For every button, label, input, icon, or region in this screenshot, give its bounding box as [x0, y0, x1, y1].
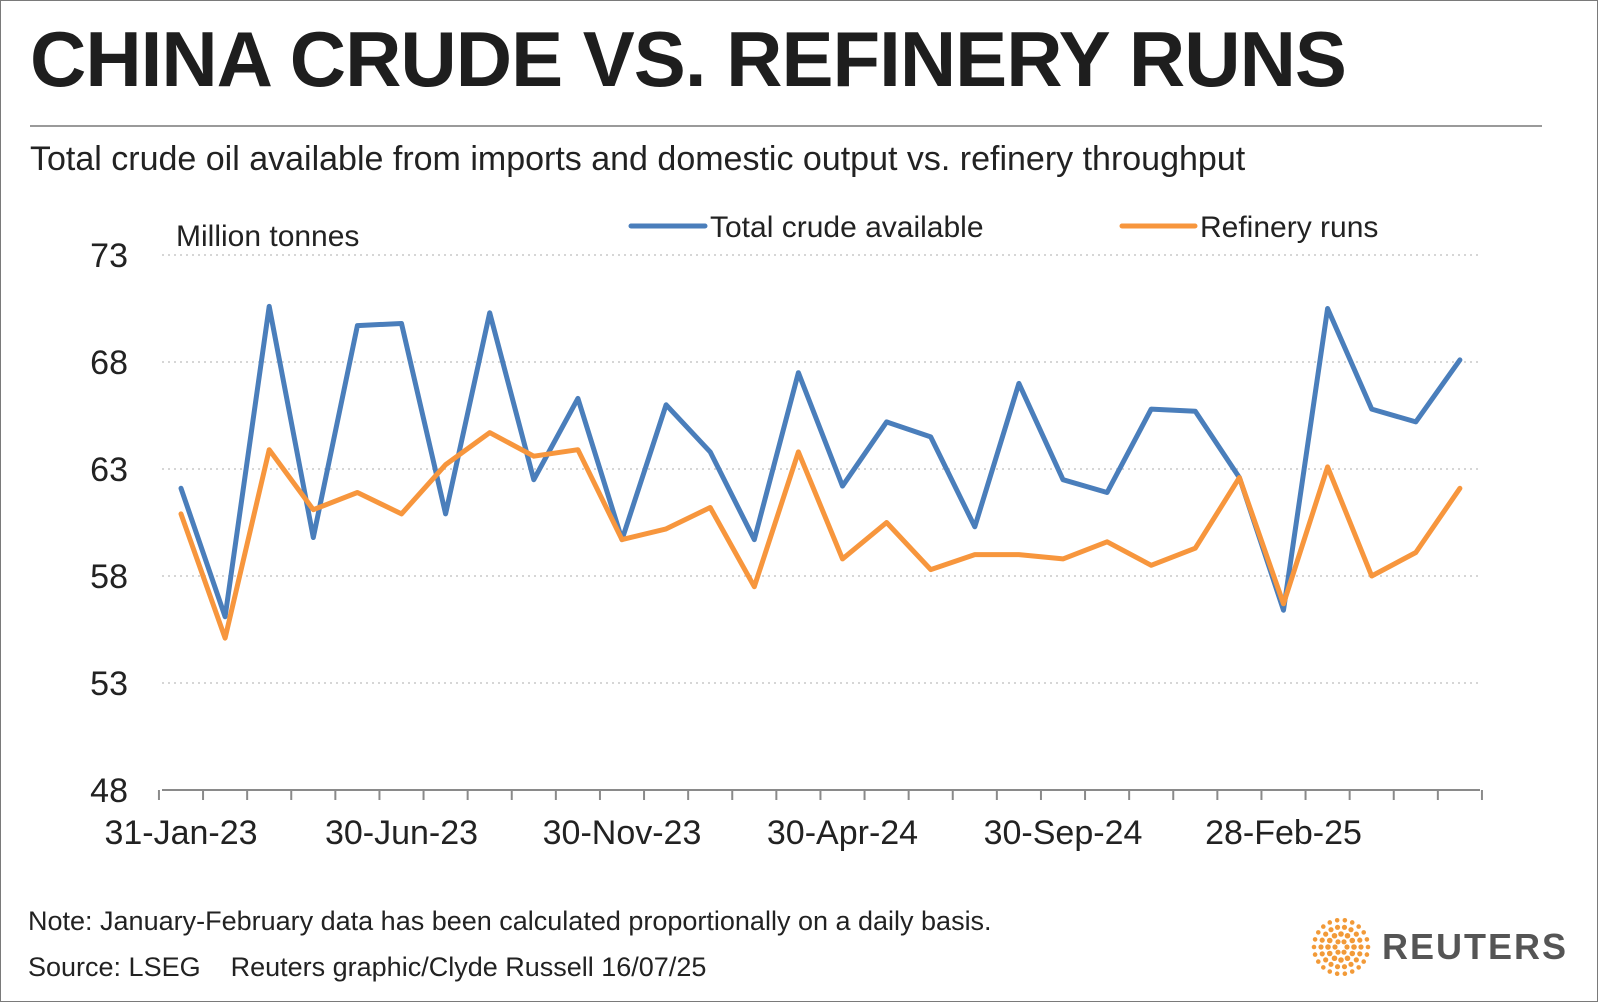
- x-axis-tick-labels: 31-Jan-23 30-Jun-23 30-Nov-23 30-Apr-24 30-S…: [104, 814, 1361, 852]
- logo-dot: [1312, 952, 1318, 957]
- logo-dot: [1365, 944, 1371, 950]
- logo-dot: [1351, 944, 1357, 950]
- logo-dot: [1344, 955, 1351, 962]
- logo-dot: [1341, 924, 1348, 930]
- logo-dot: [1342, 917, 1348, 923]
- logo-dot: [1319, 937, 1325, 943]
- reuters-wordmark: REUTERS: [1382, 926, 1569, 967]
- logo-dot: [1315, 959, 1321, 964]
- line-chart: 48 53 58 63 68 73 31-Jan-23 30-Jun-23 30-Nov-23…: [90, 211, 1483, 852]
- footnote: Note: January-February data has been cal…: [28, 906, 992, 936]
- y-tick-label-53: 53: [90, 665, 128, 703]
- title-divider: [30, 125, 1542, 127]
- chart-subtitle: Total crude oil available from imports a…: [30, 140, 1246, 178]
- logo-dot: [1353, 957, 1359, 963]
- logo-dot: [1358, 944, 1364, 950]
- x-tick-label-30-Sep-24: 30-Sep-24: [984, 814, 1143, 852]
- logo-dot: [1321, 965, 1326, 970]
- x-tick-label-30-Jun-23: 30-Jun-23: [325, 814, 478, 852]
- logo-dot: [1357, 951, 1363, 957]
- logo-dot: [1356, 924, 1361, 929]
- logo-dot: [1338, 957, 1344, 963]
- y-tick-label-48: 48: [90, 772, 128, 810]
- y-axis-label: Million tonnes: [176, 220, 359, 253]
- logo-dot: [1353, 931, 1359, 937]
- logo-dot: [1349, 969, 1355, 974]
- logo-dot: [1328, 927, 1334, 933]
- logo-dot: [1334, 917, 1340, 923]
- logo-dot: [1323, 957, 1329, 963]
- logo-dot: [1361, 930, 1367, 935]
- logo-dot: [1349, 937, 1356, 944]
- logo-dot: [1327, 969, 1333, 974]
- logo-dot: [1361, 959, 1367, 964]
- logo-dot: [1341, 949, 1347, 955]
- x-tick-label-30-Apr-24: 30-Apr-24: [767, 814, 918, 852]
- logo-dot: [1335, 949, 1341, 955]
- logo-dot: [1327, 920, 1333, 925]
- logo-dot: [1321, 924, 1326, 929]
- series-line-refinery-runs: [178, 430, 1463, 641]
- logo-dot: [1331, 932, 1338, 939]
- logo-dot: [1323, 931, 1329, 937]
- logo-dot: [1334, 924, 1341, 930]
- logo-dot: [1364, 937, 1370, 942]
- source-line: Source: LSEG Reuters graphic/Clyde Russel…: [28, 952, 706, 983]
- logo-dot: [1356, 965, 1361, 970]
- credit-text: Reuters graphic/Clyde Russell 16/07/25: [230, 952, 707, 982]
- logo-dot: [1334, 964, 1341, 970]
- logo-dot: [1357, 937, 1363, 943]
- logo-dot: [1335, 939, 1341, 945]
- logo-dot: [1319, 951, 1325, 957]
- y-axis-tick-labels: 48 53 58 63 68 73: [90, 237, 128, 810]
- logo-dot: [1364, 952, 1370, 957]
- logo-dot: [1338, 931, 1344, 937]
- logo-dot: [1334, 971, 1340, 977]
- reuters-dot-logo-icon: [1311, 917, 1371, 977]
- reuters-logo: REUTERS: [1310, 916, 1568, 978]
- logo-dot: [1326, 937, 1333, 944]
- logo-dot: [1326, 950, 1333, 957]
- legend-label-total-crude: Total crude available: [710, 211, 984, 244]
- logo-dot: [1341, 939, 1347, 945]
- y-tick-label-58: 58: [90, 558, 128, 596]
- logo-dot: [1332, 944, 1338, 950]
- logo-dot: [1315, 930, 1321, 935]
- source-text: Source: LSEG: [28, 952, 201, 982]
- logo-dot: [1312, 937, 1318, 942]
- y-tick-label-63: 63: [90, 451, 128, 489]
- logo-dot: [1328, 961, 1334, 967]
- logo-dot: [1325, 944, 1331, 950]
- chart-title: CHINA CRUDE VS. REFINERY RUNS: [30, 15, 1347, 103]
- logo-dot: [1348, 961, 1354, 967]
- axes: [157, 789, 1483, 800]
- x-tick-label-30-Nov-23: 30-Nov-23: [543, 814, 702, 852]
- y-tick-label-73: 73: [90, 237, 128, 275]
- logo-dot: [1318, 944, 1324, 950]
- logo-dot: [1341, 964, 1348, 970]
- gridlines: [162, 254, 1480, 684]
- logo-dot: [1344, 932, 1351, 939]
- legend-label-refinery-runs: Refinery runs: [1200, 211, 1378, 244]
- x-tick-label-31-Jan-23: 31-Jan-23: [104, 814, 257, 852]
- legend: Total crude available Refinery runs: [628, 211, 1378, 244]
- logo-dot: [1331, 955, 1338, 962]
- series-line-total-crude-available: [178, 303, 1463, 620]
- logo-dot: [1344, 944, 1350, 950]
- y-tick-label-68: 68: [90, 344, 128, 382]
- logo-dot: [1342, 971, 1348, 977]
- series-lines: [178, 303, 1463, 641]
- logo-dot: [1348, 927, 1354, 933]
- logo-dot: [1349, 920, 1355, 925]
- x-tick-label-28-Feb-25: 28-Feb-25: [1205, 814, 1362, 852]
- logo-dot: [1311, 944, 1317, 950]
- logo-dot: [1349, 950, 1356, 957]
